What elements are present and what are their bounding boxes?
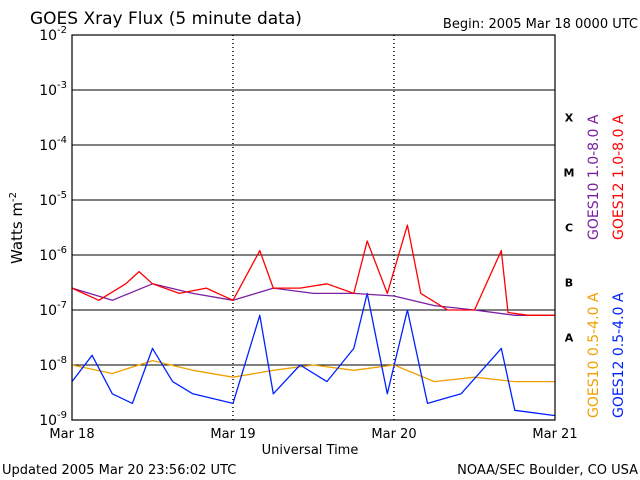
y-tick-base: 10 (39, 413, 57, 429)
y-tick-label: 10-9 (39, 410, 67, 429)
y-tick-exponent: -4 (57, 135, 67, 146)
chart-title: GOES Xray Flux (5 minute data) (30, 9, 302, 29)
y-tick-exponent: -9 (57, 410, 67, 421)
x-tick-label: Mar 18 (49, 427, 94, 442)
y-tick-exponent: -7 (57, 300, 67, 311)
flare-class-label: X (565, 112, 574, 125)
x-tick-labels: Mar 18 Mar 19 Mar 20 Mar 21 (49, 427, 577, 442)
series-line (71, 283, 555, 316)
series-line (71, 224, 555, 316)
legend-label: GOES12 1.0-8.0 A (611, 114, 627, 240)
y-tick-label: 10-5 (39, 190, 67, 209)
updated-timestamp: Updated 2005 Mar 20 23:56:02 UTC (2, 463, 236, 478)
legend-entry: GOES12 0.5-4.0 A (611, 292, 627, 418)
series-line (71, 359, 555, 383)
legend-entry: GOES12 1.0-8.0 A (611, 114, 627, 240)
y-tick-exponent: -3 (57, 80, 67, 91)
y-tick-base: 10 (39, 193, 57, 209)
legend-label: GOES12 0.5-4.0 A (611, 292, 627, 418)
y-tick-base: 10 (39, 358, 57, 374)
y-tick-base: 10 (39, 138, 57, 154)
gridlines (72, 34, 555, 421)
series-line (71, 292, 556, 417)
y-axis-label-text: Watts m (8, 202, 26, 264)
y-tick-label: 10-3 (39, 80, 67, 99)
y-tick-base: 10 (39, 83, 57, 99)
y-tick-label: 10-4 (39, 135, 67, 154)
legend-label: GOES10 0.5-4.0 A (586, 292, 602, 418)
y-tick-exponent: -5 (57, 190, 67, 201)
begin-date: Begin: 2005 Mar 18 0000 UTC (443, 17, 638, 32)
x-tick-label: Mar 19 (210, 427, 255, 442)
y-tick-base: 10 (39, 303, 57, 319)
series-layer (71, 224, 556, 417)
y-tick-exponent: -8 (57, 355, 67, 366)
flare-class-label: B (565, 277, 573, 290)
x-tick-label: Mar 21 (532, 427, 577, 442)
svg-text:Watts m-2: Watts m-2 (8, 192, 26, 264)
y-axis-label-exponent: -2 (8, 192, 19, 202)
y-tick-label: 10-8 (39, 355, 67, 374)
x-tick-label: Mar 20 (371, 427, 416, 442)
y-axis-label: Watts m-2 (8, 192, 26, 264)
flare-class-label: M (564, 167, 575, 180)
y-tick-label: 10-7 (39, 300, 67, 319)
flare-class-label: A (565, 332, 574, 345)
y-tick-base: 10 (39, 248, 57, 264)
y-tick-label: 10-6 (39, 245, 67, 264)
plot-frame (71, 34, 556, 421)
legend: GOES10 1.0-8.0 A GOES12 1.0-8.0 A GOES10 0… (586, 114, 627, 418)
y-tick-exponent: -2 (57, 25, 67, 36)
x-axis-label: Universal Time (262, 443, 359, 458)
y-tick-labels: 10-210-310-410-510-610-710-810-9 (39, 25, 67, 429)
credit-text: NOAA/SEC Boulder, CO USA (457, 463, 638, 478)
flare-class-labels: X M C B A (564, 112, 575, 345)
y-tick-base: 10 (39, 28, 57, 44)
y-tick-exponent: -6 (57, 245, 67, 256)
legend-entry: GOES10 1.0-8.0 A (586, 114, 602, 240)
legend-label: GOES10 1.0-8.0 A (586, 114, 602, 240)
flare-class-label: C (565, 222, 573, 235)
legend-entry: GOES10 0.5-4.0 A (586, 292, 602, 418)
y-tick-label: 10-2 (39, 25, 67, 44)
